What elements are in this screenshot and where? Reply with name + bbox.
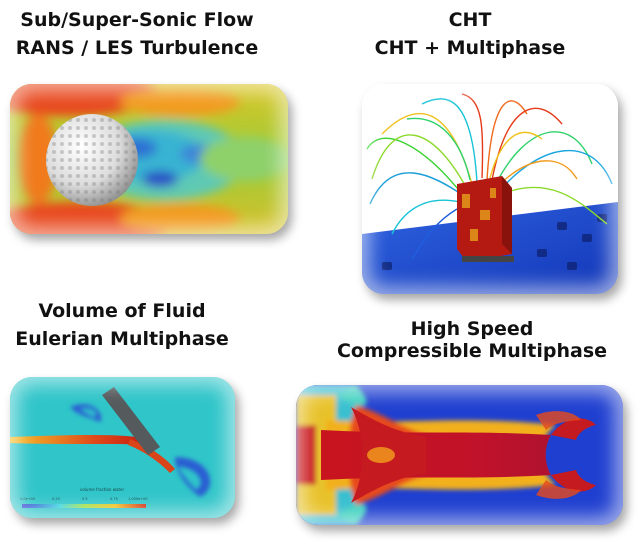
- caption-highspeed-line1: High Speed: [410, 318, 534, 340]
- caption-cht-line2: CHT + Multiphase: [374, 37, 566, 59]
- colorbar-tick-2: 0.5: [82, 497, 88, 501]
- colorbar-title: volume fraction water: [80, 487, 124, 492]
- caption-cht: CHT CHT + Multiphase: [340, 6, 600, 62]
- flow-image: [10, 84, 288, 234]
- caption-highspeed-line2: Compressible Multiphase: [336, 340, 608, 362]
- caption-vof-line1: Volume of Fluid: [38, 300, 206, 322]
- caption-vof-line2: Eulerian Multiphase: [15, 328, 229, 350]
- caption-highspeed: High Speed Compressible Multiphase: [334, 318, 610, 362]
- colorbar-tick-4: 1.000e+00: [128, 497, 148, 501]
- colorbar-tick-0: 0.0e+00: [20, 497, 35, 501]
- caption-flow-line1: Sub/Super-Sonic Flow: [20, 9, 254, 31]
- colorbar: [22, 504, 146, 508]
- caption-vof: Volume of Fluid Eulerian Multiphase: [0, 297, 244, 353]
- cht-image: [362, 84, 618, 294]
- colorbar-tick-3: 0.75: [110, 497, 118, 501]
- caption-flow: Sub/Super-Sonic Flow RANS / LES Turbulen…: [2, 6, 272, 62]
- compressible-image: [296, 385, 623, 525]
- vof-image: volume fraction water 0.0e+00 0.25 0.5 0…: [10, 377, 235, 518]
- colorbar-tick-1: 0.25: [52, 497, 60, 501]
- caption-cht-line1: CHT: [448, 9, 492, 31]
- caption-flow-line2: RANS / LES Turbulence: [15, 37, 259, 59]
